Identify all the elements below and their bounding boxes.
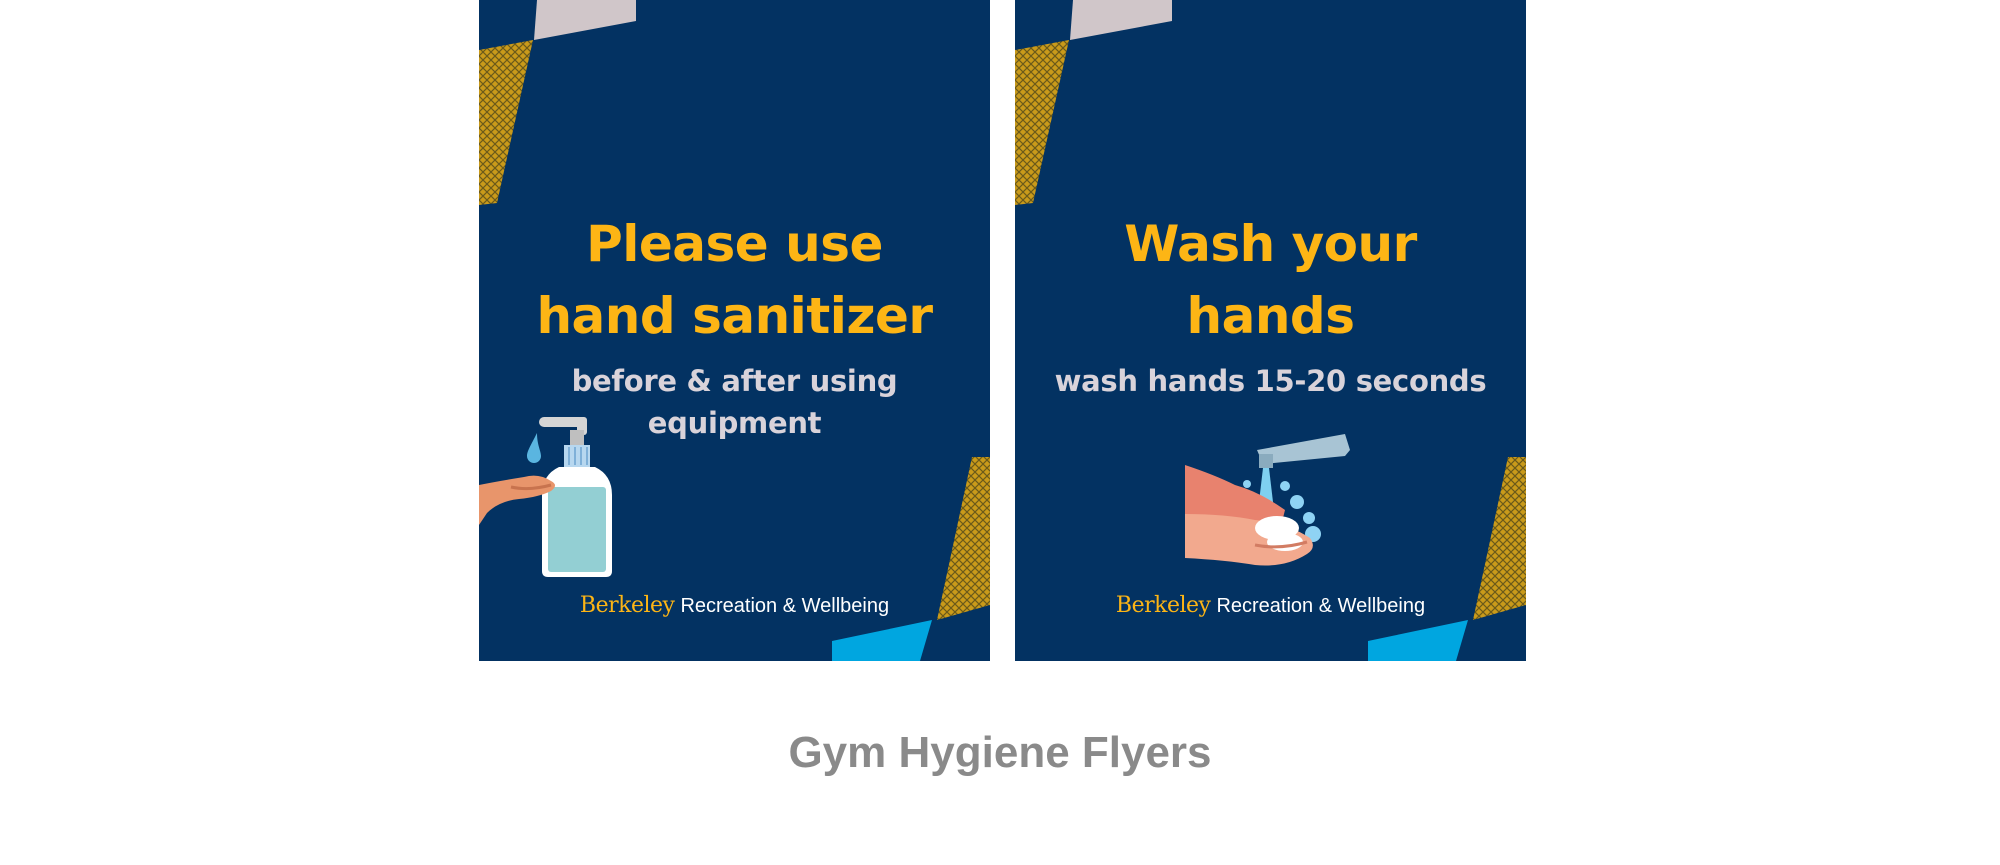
subtext: wash hands 15-20 seconds — [1015, 360, 1526, 402]
headline-line: hands — [1186, 287, 1355, 345]
headline-line: hand sanitizer — [536, 287, 933, 345]
flyer-hand-sanitizer: Please use hand sanitizer before & after… — [479, 0, 990, 661]
subtext-line: before & after using — [571, 364, 898, 398]
blue-shape — [832, 620, 932, 661]
headline-line: Wash your — [1124, 215, 1417, 273]
berkeley-rec-logo: Berkeley Recreation & Wellbeing — [479, 593, 990, 618]
gold-pattern-shape — [479, 40, 533, 205]
logo-berkeley: Berkeley — [1115, 593, 1211, 618]
page-caption: Gym Hygiene Flyers — [788, 728, 1212, 777]
hand-sanitizer-pump-icon — [479, 417, 612, 577]
washing-hands-faucet-icon — [1185, 434, 1350, 566]
gray-shape — [1070, 0, 1172, 40]
berkeley-rec-logo: Berkeley Recreation & Wellbeing — [1015, 593, 1526, 618]
logo-berkeley: Berkeley — [579, 593, 675, 618]
gold-pattern-shape — [1473, 457, 1526, 620]
gold-pattern-shape — [937, 457, 990, 620]
subtext-line: equipment — [647, 406, 822, 440]
flyer-decorations — [1015, 0, 1526, 661]
gray-shape — [534, 0, 636, 40]
flyer-decorations — [479, 0, 990, 661]
subtext: before & after using equipment — [479, 360, 990, 444]
subtext-line: wash hands 15-20 seconds — [1054, 364, 1487, 398]
blue-shape — [1368, 620, 1468, 661]
logo-rec-wellbeing: Recreation & Wellbeing — [680, 595, 890, 617]
headline: Please use hand sanitizer — [479, 208, 990, 352]
logo-rec-wellbeing: Recreation & Wellbeing — [1216, 595, 1426, 617]
headline: Wash your hands — [1015, 208, 1526, 352]
flyer-wash-hands: Wash your hands wash hands 15-20 seconds… — [1015, 0, 1526, 661]
headline-line: Please use — [586, 215, 883, 273]
gold-pattern-shape — [1015, 40, 1069, 205]
